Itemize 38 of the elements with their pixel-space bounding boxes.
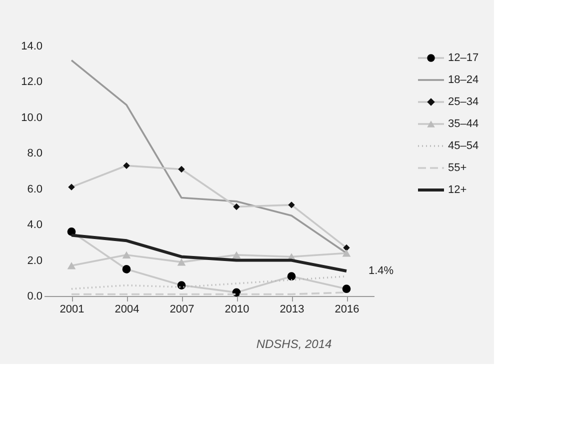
legend-label: 45–54: [448, 140, 479, 152]
y-tick-label: 8.0: [27, 148, 42, 160]
y-tick-label: 4.0: [27, 219, 42, 232]
y-tick-label: 10.0: [21, 112, 42, 124]
x-tick-label: 2010: [224, 304, 250, 316]
point: [233, 203, 240, 210]
y-tick-label: 12.0: [21, 76, 42, 88]
legend-label: 12+: [448, 184, 467, 196]
point: [177, 258, 186, 266]
x-tick-label: 2013: [280, 304, 304, 316]
y-tick-label: 2.0: [27, 254, 42, 267]
point: [67, 262, 76, 270]
point: [123, 162, 130, 169]
text: NDSHS, 2014: [256, 337, 332, 351]
point: [68, 184, 75, 190]
point: [122, 265, 131, 274]
y-tick-label: 0.0: [27, 290, 42, 302]
point: [287, 272, 296, 281]
legend-label: 18–24: [448, 74, 479, 86]
y-tick-label: 14.0: [21, 40, 42, 52]
y-tick-label: 6.0: [27, 183, 42, 196]
x-tick-label: 2007: [170, 304, 194, 316]
x-tick-label: 2001: [60, 304, 84, 316]
legend-label: 25–34: [448, 96, 479, 108]
x-tick-label: 2016: [334, 304, 360, 316]
legend-label: 35–44: [448, 118, 479, 130]
annotation: 1.4%: [368, 265, 394, 277]
legend-label: 55+: [448, 162, 467, 174]
point: [288, 202, 295, 208]
point: [232, 251, 241, 259]
point: [178, 166, 185, 173]
point: [342, 250, 351, 257]
point: [342, 284, 351, 294]
legend-label: 12–17: [448, 52, 479, 64]
point: [343, 244, 350, 252]
point: [177, 281, 186, 290]
x-tick-label: 2004: [114, 304, 140, 316]
point: [122, 251, 131, 259]
